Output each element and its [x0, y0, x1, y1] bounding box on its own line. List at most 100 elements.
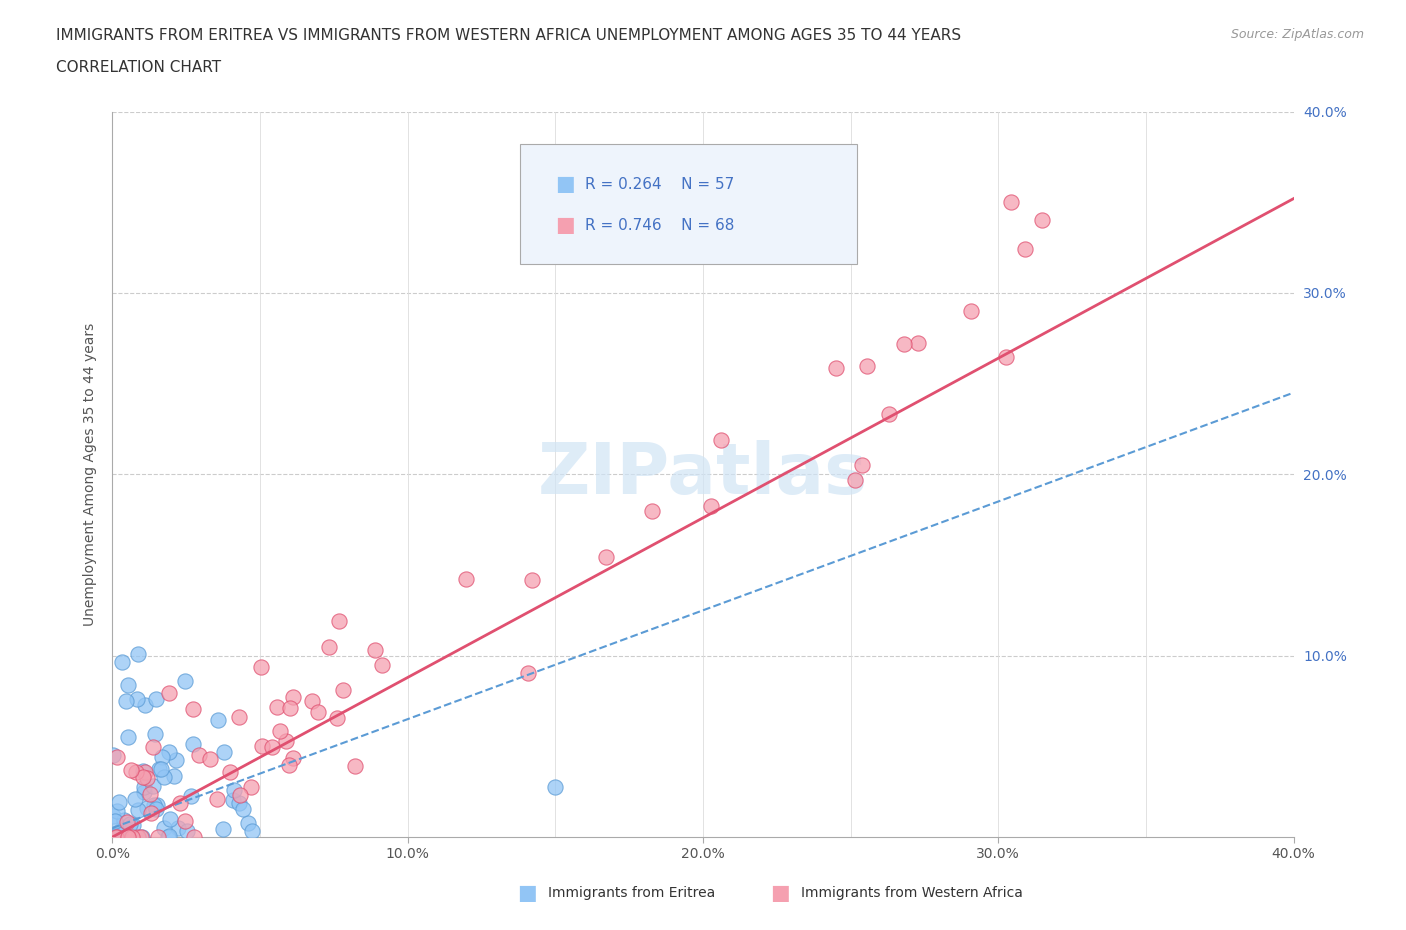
- Point: [269, 724, 291, 738]
- Point: [212, 821, 235, 836]
- Point: [150, 750, 173, 764]
- Y-axis label: Unemployment Among Ages 35 to 44 years: Unemployment Among Ages 35 to 44 years: [83, 323, 97, 626]
- Point: [893, 336, 915, 351]
- Point: [212, 745, 235, 760]
- Point: [134, 698, 156, 712]
- Point: [326, 711, 349, 725]
- Point: [125, 692, 148, 707]
- Point: [143, 798, 166, 813]
- Point: [544, 779, 567, 794]
- Point: [228, 711, 250, 725]
- Point: [994, 350, 1017, 365]
- Point: [111, 655, 134, 670]
- Point: [101, 748, 124, 763]
- Point: [105, 830, 128, 844]
- Point: [152, 821, 174, 836]
- Point: [877, 406, 900, 421]
- Text: ■: ■: [517, 883, 537, 903]
- Point: [516, 666, 538, 681]
- Point: [318, 640, 340, 655]
- Point: [222, 792, 245, 807]
- Point: [595, 549, 617, 564]
- Point: [163, 768, 186, 783]
- Point: [332, 683, 354, 698]
- Point: [710, 432, 733, 447]
- Point: [112, 813, 135, 828]
- Point: [105, 750, 128, 764]
- Point: [146, 798, 169, 813]
- Point: [266, 699, 288, 714]
- Point: [127, 803, 149, 817]
- Point: [145, 802, 167, 817]
- FancyBboxPatch shape: [520, 144, 856, 264]
- Point: [454, 571, 477, 586]
- Text: R = 0.746    N = 68: R = 0.746 N = 68: [585, 218, 734, 233]
- Point: [240, 779, 263, 794]
- Text: ■: ■: [555, 174, 575, 194]
- Point: [117, 830, 139, 844]
- Point: [104, 814, 127, 829]
- Point: [136, 770, 159, 785]
- Point: [125, 764, 148, 779]
- Point: [641, 503, 664, 518]
- Point: [176, 823, 198, 838]
- Point: [187, 748, 209, 763]
- Text: ZIPatlas: ZIPatlas: [538, 440, 868, 509]
- Point: [134, 764, 156, 779]
- Point: [1014, 242, 1036, 257]
- Point: [278, 700, 301, 715]
- Point: [328, 614, 350, 629]
- Point: [856, 359, 879, 374]
- Point: [281, 751, 304, 765]
- Point: [105, 826, 128, 841]
- Point: [148, 762, 170, 777]
- Point: [143, 727, 166, 742]
- Point: [183, 830, 205, 844]
- Point: [157, 829, 180, 844]
- Point: [157, 685, 180, 700]
- Point: [134, 779, 156, 794]
- Point: [157, 745, 180, 760]
- Point: [250, 659, 273, 674]
- Point: [124, 791, 146, 806]
- Point: [307, 705, 329, 720]
- Point: [232, 802, 254, 817]
- Point: [107, 827, 129, 842]
- Point: [181, 701, 204, 716]
- Point: [844, 472, 866, 487]
- Point: [134, 784, 156, 799]
- Point: [1000, 195, 1022, 210]
- Text: Source: ZipAtlas.com: Source: ZipAtlas.com: [1230, 28, 1364, 41]
- Point: [115, 694, 138, 709]
- Point: [121, 830, 143, 844]
- Point: [240, 823, 263, 838]
- Point: [117, 677, 139, 692]
- Point: [238, 816, 260, 830]
- Point: [281, 689, 304, 704]
- Point: [277, 758, 299, 773]
- Point: [252, 739, 274, 754]
- Point: [262, 739, 284, 754]
- Point: [139, 805, 162, 820]
- Text: R = 0.264    N = 57: R = 0.264 N = 57: [585, 177, 734, 192]
- Point: [174, 814, 197, 829]
- Point: [117, 729, 139, 744]
- Point: [132, 764, 155, 778]
- Text: IMMIGRANTS FROM ERITREA VS IMMIGRANTS FROM WESTERN AFRICA UNEMPLOYMENT AMONG AGE: IMMIGRANTS FROM ERITREA VS IMMIGRANTS FR…: [56, 28, 962, 43]
- Point: [344, 758, 367, 773]
- Point: [301, 694, 323, 709]
- Point: [198, 751, 221, 766]
- Point: [219, 764, 242, 779]
- Point: [105, 804, 128, 818]
- Point: [127, 830, 149, 844]
- Point: [229, 788, 252, 803]
- Point: [145, 692, 167, 707]
- Text: ■: ■: [555, 216, 575, 235]
- Point: [108, 795, 131, 810]
- Point: [1031, 213, 1053, 228]
- Point: [139, 786, 162, 801]
- Point: [165, 752, 187, 767]
- Text: ■: ■: [770, 883, 790, 903]
- Text: Immigrants from Western Africa: Immigrants from Western Africa: [801, 885, 1024, 900]
- Point: [142, 778, 165, 793]
